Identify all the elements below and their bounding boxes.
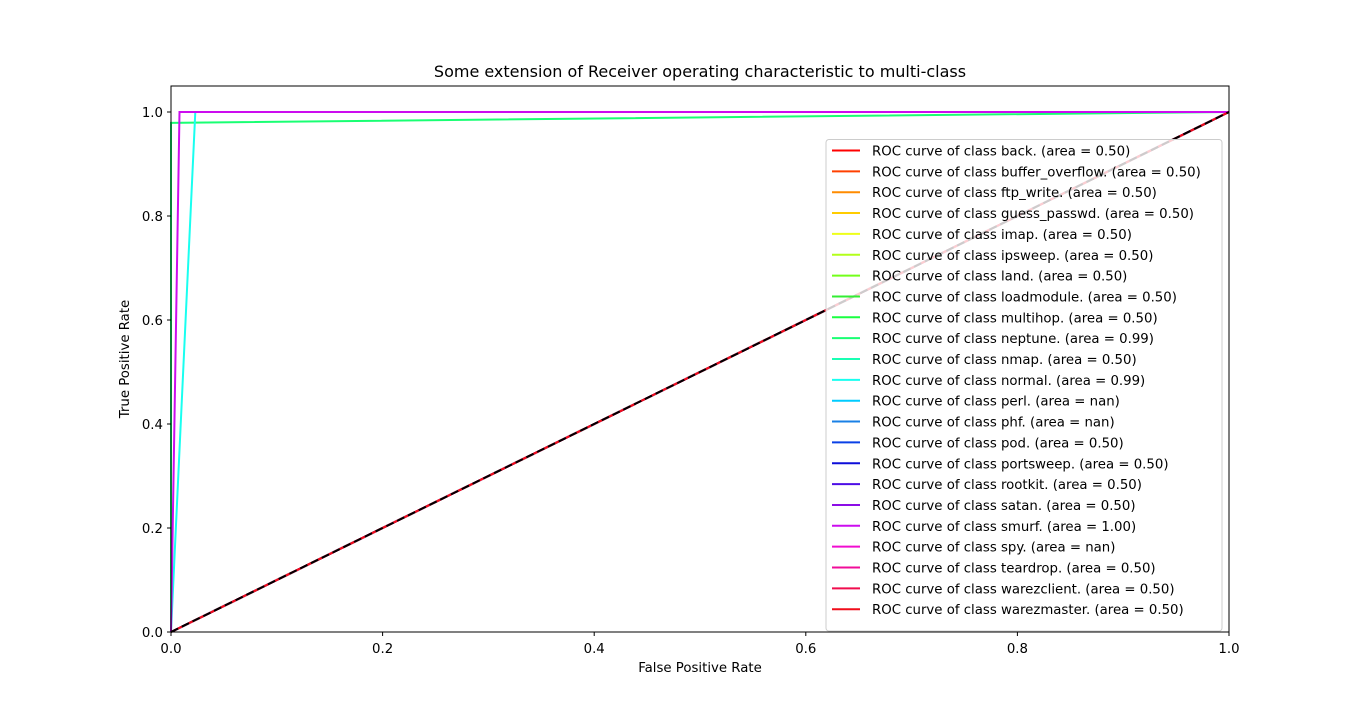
legend-label-12: ROC curve of class perl. (area = nan) (872, 395, 1120, 410)
reference-diagonal-line (170, 111, 1230, 633)
y-tick-label: 0.0 (142, 626, 163, 641)
legend-label-6: ROC curve of class land. (area = 0.50) (872, 270, 1127, 285)
x-axis-label: False Positive Rate (638, 661, 762, 676)
legend-label-16: ROC curve of class rootkit. (area = 0.50… (872, 478, 1142, 493)
legend-label-5: ROC curve of class ipsweep. (area = 0.50… (872, 249, 1153, 264)
x-tick-label: 0.4 (584, 642, 605, 657)
legend-label-8: ROC curve of class multihop. (area = 0.5… (872, 311, 1158, 326)
legend-label-4: ROC curve of class imap. (area = 0.50) (872, 228, 1132, 243)
legend-label-20: ROC curve of class teardrop. (area = 0.5… (872, 562, 1156, 577)
x-tick-label: 1.0 (1218, 642, 1239, 657)
y-tick-label: 0.8 (142, 210, 163, 225)
x-tick-label: 0.8 (1007, 642, 1028, 657)
y-tick-label: 0.2 (142, 522, 163, 537)
legend-label-22: ROC curve of class warezmaster. (area = … (872, 603, 1184, 618)
x-tick-label: 0.6 (795, 642, 816, 657)
legend-label-10: ROC curve of class nmap. (area = 0.50) (872, 353, 1137, 368)
legend-label-3: ROC curve of class guess_passwd. (area =… (872, 207, 1194, 222)
legend-label-13: ROC curve of class phf. (area = nan) (872, 416, 1115, 431)
x-tick-label: 0.0 (160, 642, 181, 657)
y-axis-label: True Positive Rate (118, 300, 133, 419)
chart-title: Some extension of Receiver operating cha… (434, 62, 966, 81)
y-tick-label: 1.0 (142, 106, 163, 121)
legend-label-11: ROC curve of class normal. (area = 0.99) (872, 374, 1145, 389)
legend-label-14: ROC curve of class pod. (area = 0.50) (872, 436, 1124, 451)
legend-label-17: ROC curve of class satan. (area = 0.50) (872, 499, 1136, 514)
legend-label-2: ROC curve of class ftp_write. (area = 0.… (872, 186, 1157, 201)
legend-box (825, 139, 1223, 632)
legend-label-1: ROC curve of class buffer_overflow. (are… (872, 165, 1201, 180)
legend-label-15: ROC curve of class portsweep. (area = 0.… (872, 457, 1169, 472)
y-ticks: 0.0 0.2 0.4 0.6 0.8 1.0 (142, 106, 171, 641)
plot-frame (170, 85, 1230, 633)
x-ticks: 0.0 0.2 0.4 0.6 0.8 1.0 (160, 632, 1240, 657)
legend-label-18: ROC curve of class smurf. (area = 1.00) (872, 520, 1136, 535)
x-tick-label: 0.2 (372, 642, 393, 657)
series-line-18 (170, 111, 1229, 633)
legend: ROC curve of class back. (area = 0.50) RO… (825, 139, 1223, 632)
legend-label-0: ROC curve of class back. (area = 0.50) (872, 145, 1130, 160)
y-tick-label: 0.6 (142, 314, 163, 329)
legend-label-9: ROC curve of class neptune. (area = 0.99… (872, 332, 1154, 347)
legend-label-21: ROC curve of class warezclient. (area = … (872, 582, 1175, 597)
y-tick-label: 0.4 (142, 418, 163, 433)
legend-label-19: ROC curve of class spy. (area = nan) (872, 541, 1115, 556)
legend-label-7: ROC curve of class loadmodule. (area = 0… (872, 290, 1177, 305)
